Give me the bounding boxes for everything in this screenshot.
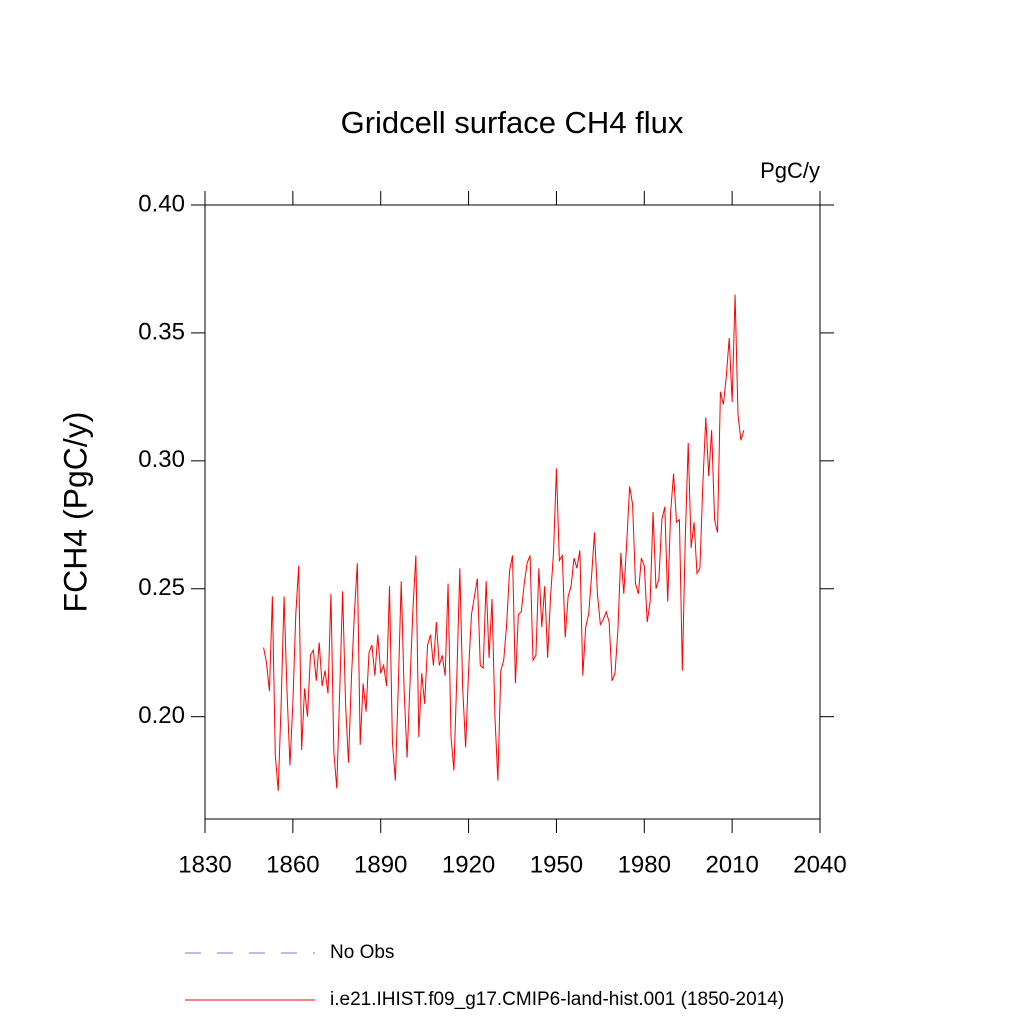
x-tick-label: 1830 — [178, 851, 231, 878]
x-tick-label: 2010 — [705, 851, 758, 878]
y-axis-label: FCH4 (PgC/y) — [57, 412, 93, 613]
x-tick-label: 1980 — [618, 851, 671, 878]
x-tick-label: 2040 — [793, 851, 846, 878]
plot-frame — [204, 204, 821, 820]
units-label: PgC/y — [760, 158, 820, 183]
x-tick-label: 1860 — [266, 851, 319, 878]
legend-label: i.e21.IHIST.f09_g17.CMIP6-land-hist.001 … — [330, 989, 784, 1010]
x-tick-label: 1920 — [442, 851, 495, 878]
y-tick-label: 0.30 — [138, 446, 185, 473]
legend-label: No Obs — [330, 942, 394, 963]
x-tick-label: 1950 — [530, 851, 583, 878]
x-tick-label: 1890 — [354, 851, 407, 878]
chart-title: Gridcell surface CH4 flux — [341, 105, 684, 140]
y-tick-label: 0.25 — [138, 574, 185, 601]
y-tick-label: 0.35 — [138, 318, 185, 345]
y-tick-label: 0.40 — [138, 190, 185, 217]
series-line — [263, 294, 745, 791]
y-tick-label: 0.20 — [138, 702, 185, 729]
